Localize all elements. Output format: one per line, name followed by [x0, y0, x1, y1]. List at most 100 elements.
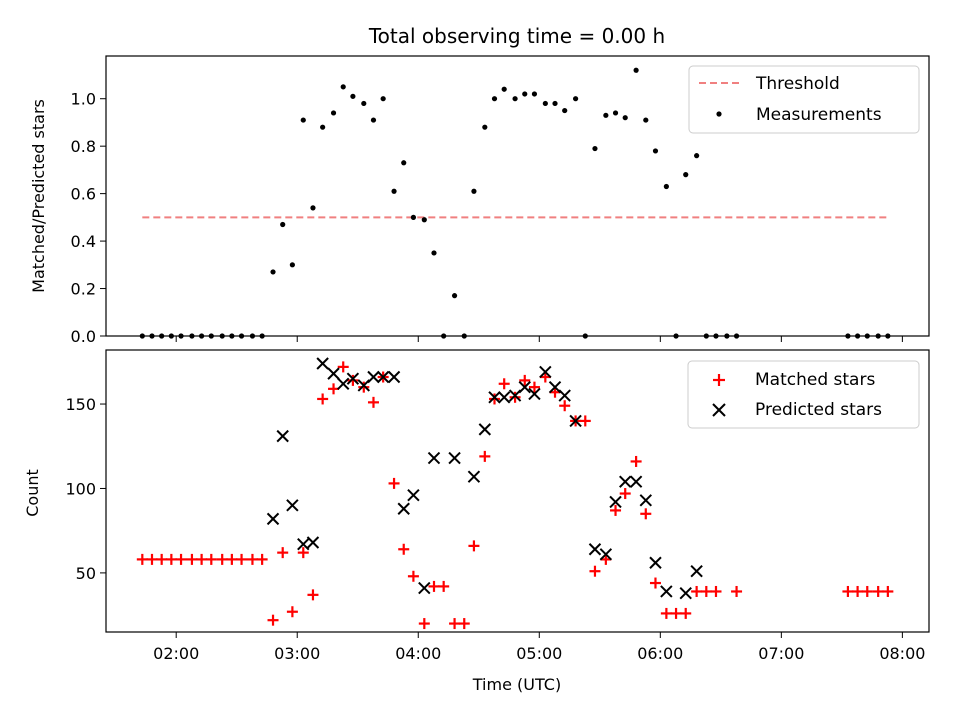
matched-star-point [498, 378, 510, 390]
matched-star-point [205, 553, 217, 565]
measurement-point [310, 205, 316, 211]
y-tick-label: 50 [76, 564, 96, 583]
legend-matched-label: Matched stars [755, 370, 875, 390]
matched-star-point [196, 553, 208, 565]
y-tick-label: 0.6 [71, 185, 96, 204]
measurement-point [350, 93, 356, 99]
matched-star-point [286, 606, 298, 618]
predicted-star-point [660, 585, 673, 598]
matched-star-point [519, 374, 531, 386]
matched-star-point [842, 585, 854, 597]
legend-measurements-swatch [716, 111, 722, 117]
matched-star-point [216, 553, 228, 565]
measurement-point [522, 91, 528, 97]
predicted-star-point [316, 357, 329, 370]
matched-star-point [136, 553, 148, 565]
matched-star-point [872, 585, 884, 597]
measurement-point [380, 96, 386, 102]
matched-star-point [367, 396, 379, 408]
measurement-point [633, 67, 639, 73]
top-legend-box [688, 65, 920, 134]
matched-star-point [236, 553, 248, 565]
legend-measurements-label: Measurements [756, 105, 882, 125]
matched-star-point [407, 570, 419, 582]
matched-star-point [489, 393, 501, 405]
matched-star-point [175, 553, 187, 565]
top-x-ticks [175, 336, 903, 342]
measurement-point [482, 124, 488, 130]
predicted-star-point [528, 387, 541, 401]
predicted-star-point [387, 370, 401, 384]
top-y-axis-label: Matched/Predicted stars [29, 99, 48, 293]
matched-star-point [337, 361, 349, 373]
legend-predicted-label: Predicted stars [755, 400, 882, 420]
predicted-star-point [376, 370, 390, 384]
matched-star-point [649, 577, 661, 589]
matched-star-point [660, 607, 672, 619]
matched-star-point [165, 553, 177, 565]
matched-star-point [619, 488, 631, 500]
predicted-star-point [297, 537, 310, 551]
y-tick-label: 0.8 [71, 137, 96, 156]
predicted-star-point [427, 451, 441, 465]
predicted-star-point [609, 495, 622, 509]
predicted-star-point [478, 423, 492, 436]
x-tick-label: 07:00 [758, 644, 804, 663]
matched-star-point [246, 553, 258, 565]
predicted-star-point [558, 389, 571, 402]
measurement-point [401, 160, 407, 166]
y-tick-label: 0.4 [71, 232, 96, 251]
matched-star-point [610, 504, 622, 516]
matched-star-point [559, 400, 571, 412]
matched-star-point [156, 553, 168, 565]
measurement-point [603, 112, 609, 118]
predicted-star-point [327, 367, 340, 380]
bottom-y-axis-label: Count [23, 469, 42, 517]
predicted-star-point [588, 543, 602, 556]
bottom-y-ticks: 50 100 150 [65, 395, 106, 583]
predicted-star-point [488, 391, 501, 404]
measurement-point [622, 115, 628, 121]
predicted-star-point [346, 372, 360, 385]
y-tick-label: 100 [65, 479, 96, 498]
matched-star-point [328, 383, 340, 395]
matched-star-point [700, 585, 712, 597]
measurement-point [300, 117, 306, 123]
measurement-point [410, 214, 417, 220]
matched-star-point [852, 585, 864, 597]
x-tick-label: 05:00 [516, 644, 562, 663]
measurement-point [542, 100, 548, 107]
predicted-star-point [649, 556, 662, 569]
matched-star-point [589, 565, 601, 577]
ratio-panel: Total observing time = 0.00 h 0.00.20.40… [29, 24, 930, 346]
matched-star-point [358, 381, 370, 393]
matched-star-point [226, 553, 238, 565]
predicted-star-point [286, 499, 299, 512]
measurement-point [370, 117, 377, 123]
y-tick-label: 0.0 [71, 327, 96, 346]
measurement-point [431, 250, 437, 256]
matched-star-point [307, 589, 319, 601]
measurement-point [562, 107, 568, 114]
x-tick-label: 08:00 [879, 644, 925, 663]
measurement-point [421, 217, 427, 223]
measurement-point [471, 188, 477, 194]
matched-stars-points [136, 361, 894, 630]
predicted-star-point [418, 581, 431, 595]
matched-star-point [418, 618, 430, 630]
measurement-point [361, 100, 367, 107]
matched-star-point [731, 585, 743, 597]
x-tick-label: 02:00 [153, 644, 199, 663]
x-tick-label: 06:00 [637, 644, 683, 663]
matched-star-point [267, 614, 279, 626]
measurement-point [320, 124, 326, 130]
matched-star-point [630, 455, 642, 467]
bottom-x-ticks: 02:00 03:00 04:00 05:00 06:00 07:00 08:00 [153, 632, 925, 663]
measurement-point [552, 100, 558, 107]
top-legend: Threshold Measurements [688, 65, 920, 134]
predicted-star-point [397, 502, 410, 515]
top-y-ticks: 0.0 0.2 0.4 0.6 0.8 1.0 [71, 90, 106, 346]
measurement-point [531, 91, 538, 97]
matched-star-point [428, 580, 440, 592]
